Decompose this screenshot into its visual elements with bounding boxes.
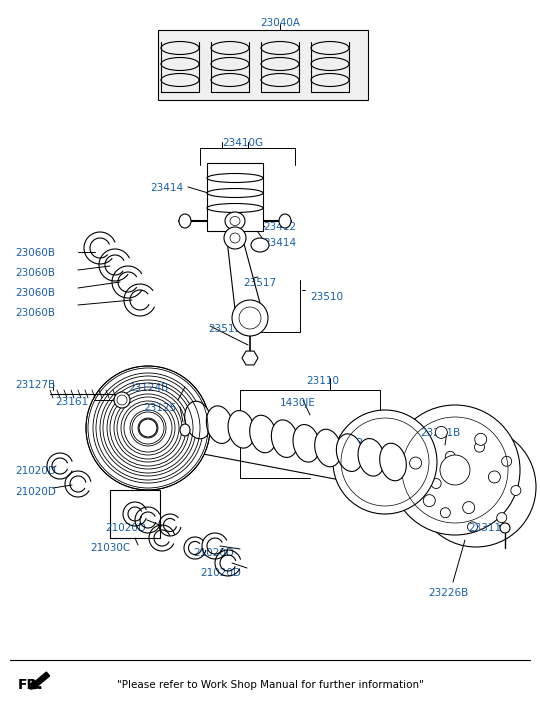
Text: 23517: 23517 — [243, 278, 276, 288]
Ellipse shape — [180, 424, 190, 436]
Circle shape — [446, 451, 455, 462]
Bar — [158, 30, 368, 100]
Ellipse shape — [315, 429, 341, 467]
Ellipse shape — [333, 410, 437, 514]
Ellipse shape — [358, 438, 384, 476]
Circle shape — [488, 471, 501, 483]
Ellipse shape — [206, 406, 233, 443]
Circle shape — [511, 486, 521, 496]
Text: 23211B: 23211B — [420, 428, 460, 438]
Text: 23510: 23510 — [310, 292, 343, 302]
Ellipse shape — [336, 434, 363, 471]
Text: 21020D: 21020D — [15, 466, 56, 476]
Circle shape — [497, 513, 507, 523]
Ellipse shape — [114, 392, 130, 408]
Text: 1430JD: 1430JD — [260, 428, 298, 438]
Text: 23060B: 23060B — [15, 308, 55, 318]
Ellipse shape — [251, 238, 269, 252]
Circle shape — [410, 457, 422, 469]
Ellipse shape — [272, 420, 298, 457]
Text: 23124B: 23124B — [128, 383, 168, 393]
Ellipse shape — [224, 227, 246, 249]
Ellipse shape — [139, 419, 157, 437]
Text: 23161: 23161 — [55, 397, 88, 407]
Text: 23410G: 23410G — [222, 138, 263, 148]
Text: 23412: 23412 — [263, 222, 296, 232]
Circle shape — [423, 494, 435, 507]
Text: 23060B: 23060B — [15, 248, 55, 258]
Ellipse shape — [249, 415, 276, 453]
Text: 23127B: 23127B — [15, 380, 55, 390]
Circle shape — [440, 455, 470, 485]
Text: 23311A: 23311A — [468, 523, 508, 533]
Ellipse shape — [86, 366, 210, 490]
Text: 21020D: 21020D — [200, 568, 241, 578]
Text: 1430JE: 1430JE — [280, 398, 316, 408]
Circle shape — [431, 478, 441, 489]
Bar — [207, 163, 263, 231]
Circle shape — [475, 442, 484, 452]
Text: 23122: 23122 — [330, 438, 363, 448]
Circle shape — [502, 457, 511, 466]
Text: 23125: 23125 — [143, 403, 176, 413]
Text: 23226B: 23226B — [428, 588, 468, 598]
Ellipse shape — [225, 212, 245, 230]
Circle shape — [440, 507, 450, 518]
Text: 23414: 23414 — [263, 238, 296, 248]
Ellipse shape — [228, 411, 255, 448]
Text: FR.: FR. — [18, 678, 44, 692]
Text: 23060B: 23060B — [15, 288, 55, 298]
Circle shape — [435, 427, 447, 438]
Text: 23414: 23414 — [150, 183, 183, 193]
Text: 21020D: 21020D — [193, 548, 234, 558]
Ellipse shape — [179, 214, 191, 228]
Bar — [110, 490, 160, 538]
Ellipse shape — [380, 443, 406, 481]
Ellipse shape — [293, 425, 320, 462]
Text: 23040A: 23040A — [260, 18, 300, 28]
Ellipse shape — [232, 300, 268, 336]
Circle shape — [463, 502, 475, 513]
Text: 21020D: 21020D — [15, 487, 56, 497]
Text: 23513: 23513 — [208, 324, 241, 334]
Ellipse shape — [416, 427, 536, 547]
Ellipse shape — [279, 214, 291, 228]
Ellipse shape — [390, 405, 520, 535]
Text: 21030C: 21030C — [90, 543, 130, 553]
Circle shape — [468, 522, 477, 532]
Text: 23060B: 23060B — [15, 268, 55, 278]
Text: 21020D: 21020D — [105, 523, 146, 533]
Text: "Please refer to Work Shop Manual for further information": "Please refer to Work Shop Manual for fu… — [117, 680, 423, 690]
Circle shape — [475, 433, 487, 446]
Ellipse shape — [500, 523, 510, 533]
FancyArrow shape — [30, 672, 50, 689]
Text: 23110: 23110 — [306, 376, 339, 386]
Ellipse shape — [185, 401, 211, 439]
Polygon shape — [227, 240, 264, 318]
